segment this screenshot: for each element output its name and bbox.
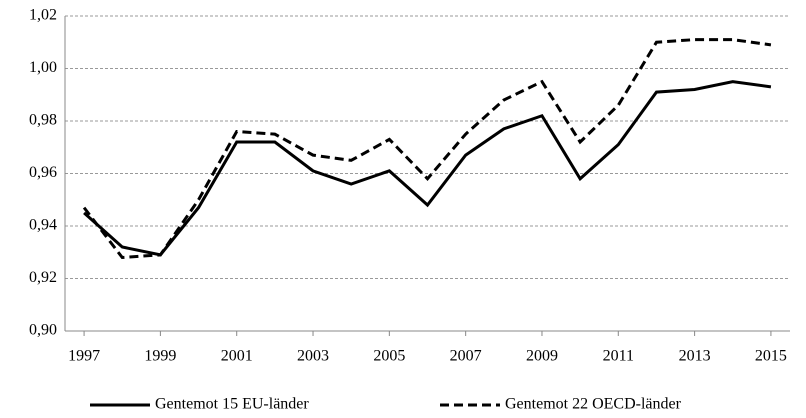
x-tick-label: 1999 [144, 348, 176, 365]
y-tick-label: 1,00 [29, 59, 57, 76]
legend-label: Gentemot 22 OECD-länder [505, 396, 682, 413]
x-tick-label: 2011 [603, 348, 634, 365]
x-tick-label: 2009 [526, 348, 558, 365]
x-tick-label: 2003 [297, 348, 329, 365]
y-tick-label: 1,02 [29, 7, 57, 24]
series-line [83, 80, 772, 257]
y-tick-label: 0,92 [29, 269, 57, 286]
legend-label: Gentemot 15 EU-länder [155, 396, 309, 413]
y-tick-label: 0,90 [29, 322, 57, 339]
y-tick-label: 0,98 [29, 112, 57, 129]
x-tick-label: 1997 [68, 348, 100, 365]
x-tick-label: 2005 [373, 348, 405, 365]
y-tick-label: 0,94 [29, 217, 57, 234]
y-tick-label: 0,96 [29, 164, 57, 181]
x-tick-label: 2015 [755, 348, 787, 365]
series-line [82, 38, 772, 260]
x-tick-label: 2001 [221, 348, 253, 365]
x-tick-label: 2007 [450, 348, 482, 365]
x-tick-label: 2013 [679, 348, 711, 365]
